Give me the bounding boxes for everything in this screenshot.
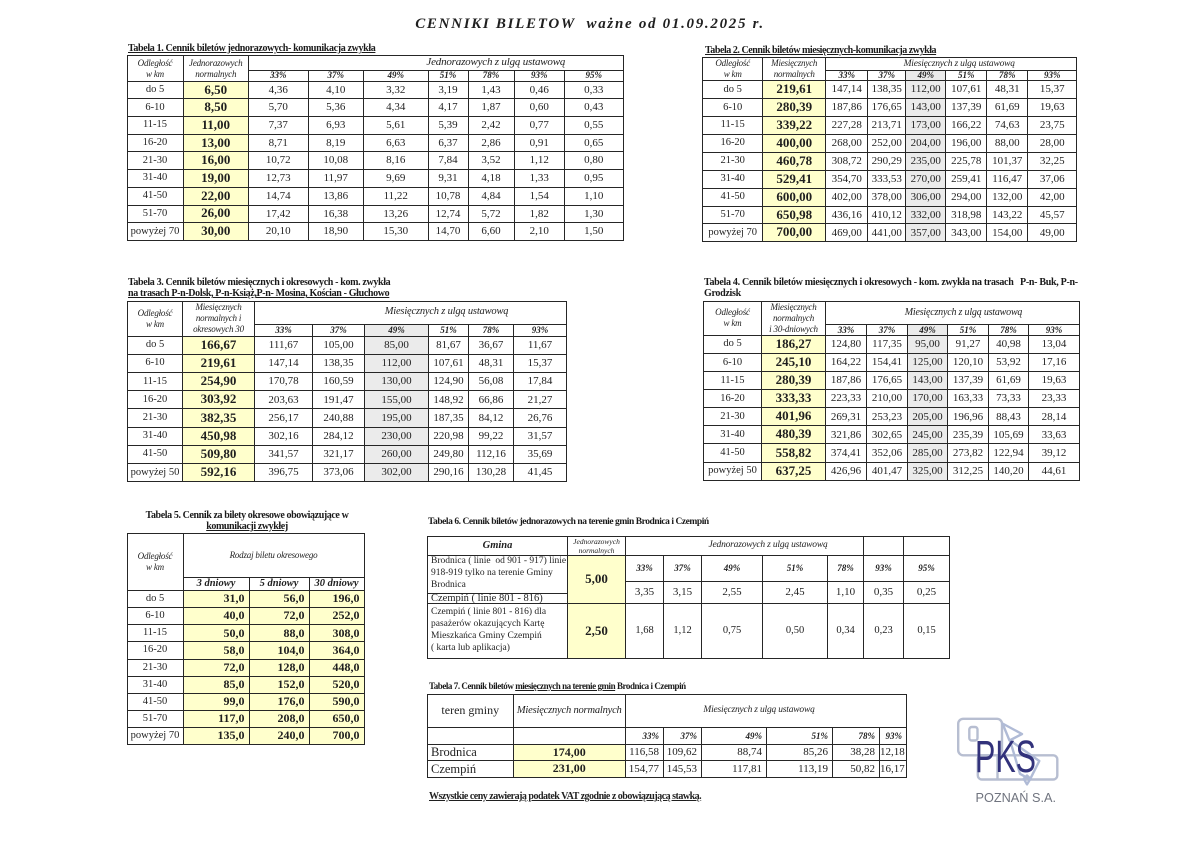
svg-text:POZNAŃ S.A.: POZNAŃ S.A. — [976, 790, 1057, 805]
svg-text:PKS: PKS — [975, 731, 1036, 782]
